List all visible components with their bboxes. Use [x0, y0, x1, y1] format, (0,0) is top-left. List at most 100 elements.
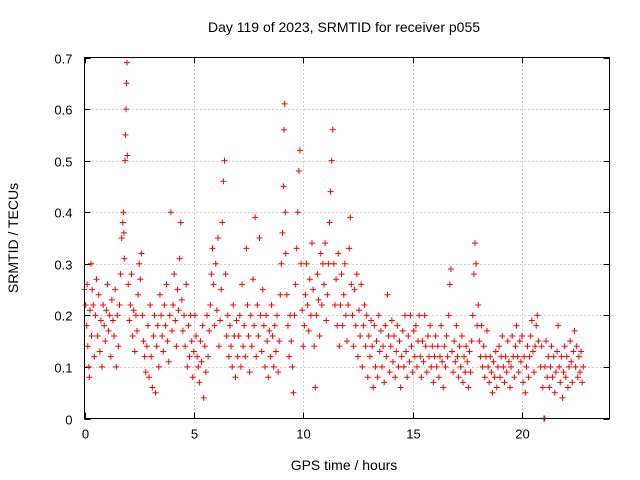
data-point — [549, 374, 556, 381]
data-point — [383, 353, 390, 360]
data-point — [576, 369, 583, 376]
data-point — [511, 374, 518, 381]
data-point — [148, 353, 155, 360]
data-point — [486, 379, 493, 386]
data-point — [489, 389, 496, 396]
data-point — [478, 322, 485, 329]
data-point — [374, 374, 381, 381]
data-point — [86, 307, 93, 314]
data-point — [339, 322, 346, 329]
data-point — [447, 265, 454, 272]
data-point — [370, 384, 377, 391]
data-point — [441, 343, 448, 350]
data-point — [90, 302, 97, 309]
data-point — [139, 312, 146, 319]
data-point — [331, 302, 338, 309]
data-point — [334, 322, 341, 329]
data-point — [84, 343, 91, 350]
data-point — [558, 353, 565, 360]
data-point — [159, 332, 166, 339]
plot-frame — [84, 57, 610, 419]
data-point — [127, 302, 134, 309]
data-point — [579, 379, 586, 386]
data-point — [391, 332, 398, 339]
data-point — [361, 302, 368, 309]
data-point — [324, 291, 331, 298]
data-point — [120, 209, 127, 216]
data-point — [126, 317, 133, 324]
data-point — [485, 363, 492, 370]
data-point — [490, 358, 497, 365]
data-point — [296, 147, 303, 154]
data-point — [194, 353, 201, 360]
data-point — [259, 286, 266, 293]
data-point — [463, 343, 470, 350]
data-point — [96, 348, 103, 355]
data-point — [175, 307, 182, 314]
data-point — [547, 363, 554, 370]
data-point — [321, 281, 328, 288]
data-point — [462, 369, 469, 376]
data-point — [541, 363, 548, 370]
data-point — [251, 322, 258, 329]
data-point — [433, 363, 440, 370]
data-point — [422, 343, 429, 350]
data-point — [551, 389, 558, 396]
data-point — [88, 260, 95, 267]
data-point — [492, 348, 499, 355]
data-point — [85, 363, 92, 370]
data-point — [311, 343, 318, 350]
data-point — [399, 327, 406, 334]
data-point — [428, 363, 435, 370]
data-point — [202, 369, 209, 376]
data-point — [108, 296, 115, 303]
data-point — [464, 358, 471, 365]
data-point — [107, 353, 114, 360]
data-point — [381, 379, 388, 386]
data-point — [539, 384, 546, 391]
data-point — [154, 322, 161, 329]
data-point — [386, 369, 393, 376]
data-point — [429, 343, 436, 350]
data-point — [319, 260, 326, 267]
data-point — [207, 302, 214, 309]
data-point — [213, 307, 220, 314]
data-point — [481, 374, 488, 381]
data-point — [496, 343, 503, 350]
data-point — [134, 327, 140, 334]
data-point — [330, 260, 337, 267]
data-point — [491, 374, 498, 381]
data-point — [476, 338, 483, 345]
data-point — [179, 327, 186, 334]
data-point — [552, 369, 559, 376]
data-point — [436, 353, 443, 360]
data-point — [289, 363, 296, 370]
data-point — [497, 374, 504, 381]
data-point — [564, 384, 571, 391]
data-point — [396, 338, 403, 345]
data-point — [115, 343, 122, 350]
data-point — [356, 307, 363, 314]
data-point — [523, 363, 530, 370]
x-axis-label: GPS time / hours — [291, 457, 398, 473]
data-point — [239, 281, 245, 288]
data-point — [241, 322, 248, 329]
data-point — [418, 374, 425, 381]
data-point — [468, 338, 475, 345]
data-point — [445, 312, 452, 319]
data-point — [117, 271, 124, 278]
data-point — [466, 348, 473, 355]
data-point — [183, 281, 190, 288]
data-point — [546, 384, 553, 391]
data-point — [520, 379, 527, 386]
data-point — [335, 250, 342, 257]
data-point — [112, 286, 119, 293]
data-point — [562, 374, 569, 381]
data-point — [240, 343, 247, 350]
y-tick-label: 0 — [65, 413, 72, 428]
data-point — [228, 343, 235, 350]
data-point — [345, 302, 352, 309]
data-point — [284, 322, 291, 329]
data-point — [438, 322, 445, 329]
data-point — [392, 374, 399, 381]
